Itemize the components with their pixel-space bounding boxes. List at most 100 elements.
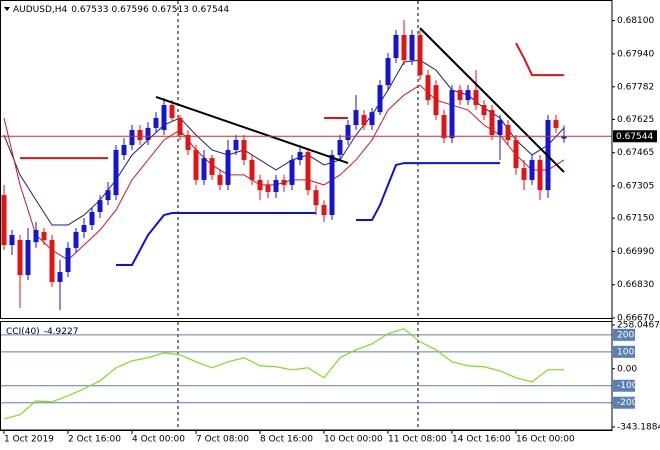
price-box xyxy=(613,130,657,143)
cci-level-box xyxy=(613,396,635,409)
candle-body xyxy=(33,230,39,243)
cci-tick-label: 200 xyxy=(617,330,634,340)
candle-body xyxy=(9,235,15,246)
candle-body xyxy=(169,105,175,118)
candle-body xyxy=(417,34,423,76)
candle-body xyxy=(353,110,359,126)
candle-body xyxy=(105,190,111,201)
candle-body xyxy=(97,200,103,212)
cci-tick-label: -100 xyxy=(617,381,638,391)
candle-body xyxy=(401,34,407,61)
candle-body xyxy=(465,90,471,101)
candle-body xyxy=(377,85,383,113)
y-tick-label: 0.68100 xyxy=(617,16,654,26)
cci-line xyxy=(3,328,565,420)
x-tick-label: 7 Oct 08:00 xyxy=(196,435,249,445)
cci-tick-label: -343.1884 xyxy=(617,423,660,433)
x-tick-label: 1 Oct 2019 xyxy=(4,435,54,445)
y-tick-label: 0.66830 xyxy=(617,280,654,290)
candle-body xyxy=(337,139,343,155)
candle-body xyxy=(201,158,207,180)
indicator-line xyxy=(3,59,565,226)
y-tick-label: 0.67150 xyxy=(617,214,654,224)
candle-body xyxy=(489,110,495,136)
y-tick-label: 0.66990 xyxy=(617,247,654,257)
candle-body xyxy=(329,154,335,216)
header-open: 0.67533 xyxy=(71,5,108,15)
candle-body xyxy=(129,130,135,145)
x-tick-label: 11 Oct 08:00 xyxy=(388,435,447,445)
candle-body xyxy=(513,139,519,169)
cci-header: CCI(40) -4.9227 xyxy=(6,327,78,337)
candle-body xyxy=(361,115,367,126)
candle-body xyxy=(41,231,47,241)
x-tick-label: 2 Oct 16:00 xyxy=(68,435,121,445)
candle-body xyxy=(113,149,119,196)
marks xyxy=(1,20,612,420)
candle-body xyxy=(65,247,71,273)
candle-body xyxy=(217,174,223,185)
candle-body xyxy=(265,184,271,192)
candle-body xyxy=(321,205,327,216)
candle-body xyxy=(17,240,23,275)
x-tick-label: 16 Oct 00:00 xyxy=(516,435,575,445)
header-close: 0.67544 xyxy=(192,5,229,15)
indicator-line xyxy=(116,162,500,266)
candle-body xyxy=(225,149,231,185)
candle-body xyxy=(121,144,127,155)
y-tick-label: 0.67625 xyxy=(617,115,654,125)
candle-body xyxy=(73,231,79,248)
candle-body xyxy=(209,158,215,175)
candle-body xyxy=(1,195,7,246)
x-tick-label: 10 Oct 00:00 xyxy=(324,435,383,445)
candle-body xyxy=(441,115,447,139)
candle-body xyxy=(393,34,399,59)
indicator-line xyxy=(155,96,349,165)
candle-body xyxy=(57,272,63,283)
symbol: AUDUSD,H4 xyxy=(13,5,68,15)
cci-current: -4.9227 xyxy=(44,327,79,337)
cci-tick-label: 258.0467 xyxy=(617,321,660,331)
candle-body xyxy=(521,168,527,180)
candle-body xyxy=(137,130,143,140)
candle-body xyxy=(49,240,55,283)
candles xyxy=(1,20,567,311)
candle-body xyxy=(257,179,263,191)
candle-body xyxy=(385,58,391,86)
y-tick-label: 0.67305 xyxy=(617,181,654,191)
candle-body xyxy=(153,117,159,128)
cci-title: CCI(40) xyxy=(6,327,40,337)
cci-tick-label: -200 xyxy=(617,398,638,408)
indicator-line xyxy=(419,27,565,173)
candle-body xyxy=(553,120,559,128)
candle-body xyxy=(433,85,439,116)
candle-body xyxy=(233,139,239,150)
candle-body xyxy=(305,152,311,191)
candle-body xyxy=(193,149,199,180)
trend-layer xyxy=(1,27,612,173)
candle-body xyxy=(409,34,415,61)
candle-body xyxy=(281,179,287,185)
cci-level-box xyxy=(613,345,635,358)
candle-body xyxy=(25,240,31,275)
candle-body xyxy=(81,225,87,232)
candle-body xyxy=(537,159,543,191)
cci-tick-label: 100 xyxy=(617,347,634,357)
cci-level-box xyxy=(613,328,635,341)
candle-body xyxy=(161,105,167,131)
candle-body xyxy=(457,90,463,101)
candle-body xyxy=(529,159,535,180)
header-high: 0.67596 xyxy=(111,5,148,15)
candle-body xyxy=(473,90,479,106)
candle-body xyxy=(273,179,279,192)
candle-body xyxy=(497,120,503,136)
candle-body xyxy=(145,127,151,140)
candle-body xyxy=(425,75,431,101)
candle-body xyxy=(89,211,95,226)
candle-body xyxy=(177,117,183,136)
candle-body xyxy=(249,159,255,180)
candle-body xyxy=(481,105,487,116)
